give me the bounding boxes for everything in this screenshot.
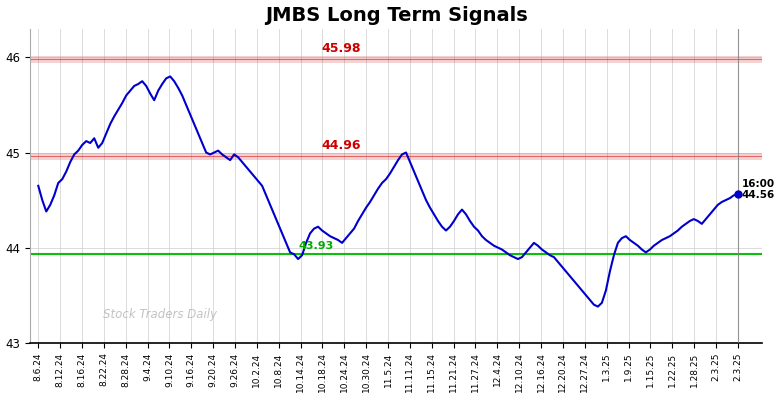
Text: 43.93: 43.93 (298, 242, 333, 252)
Text: Stock Traders Daily: Stock Traders Daily (103, 308, 217, 321)
Text: 16:00
44.56: 16:00 44.56 (742, 179, 775, 201)
Title: JMBS Long Term Signals: JMBS Long Term Signals (265, 6, 528, 25)
Point (731, 191, 744, 197)
Bar (31, 55, 762, 63)
Text: 44.96: 44.96 (321, 139, 361, 152)
Text: 45.98: 45.98 (321, 41, 361, 55)
Bar (31, 152, 762, 160)
